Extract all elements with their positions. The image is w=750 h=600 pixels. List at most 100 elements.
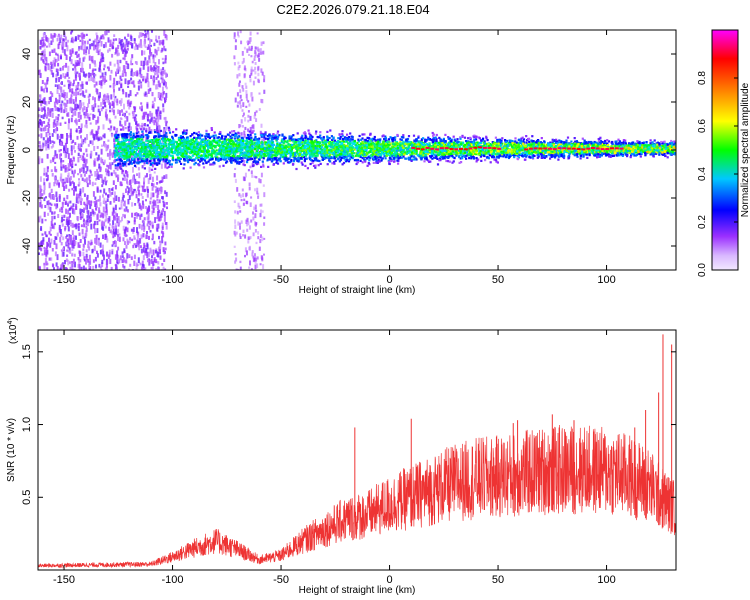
noise-cell (234, 224, 237, 229)
noise-cell (94, 63, 97, 67)
noise-cell (43, 182, 46, 186)
noise-cell (254, 66, 257, 71)
noise-cell (73, 39, 76, 42)
noise-cell (95, 234, 98, 240)
signal-cell (123, 140, 126, 144)
signal-cell (115, 159, 118, 162)
noise-cell (87, 103, 90, 108)
noise-cell (94, 38, 97, 43)
noise-cell (116, 217, 119, 224)
noise-cell (74, 36, 77, 42)
noise-cell (97, 237, 100, 241)
noise-cell (134, 94, 137, 97)
signal-cell (361, 137, 364, 140)
noise-cell (157, 261, 160, 265)
noise-cell (116, 127, 119, 133)
signal-cell (135, 132, 138, 135)
noise-cell (115, 256, 118, 260)
noise-cell (261, 138, 264, 141)
noise-cell (117, 174, 120, 180)
noise-cell (252, 211, 254, 215)
noise-cell (39, 215, 42, 219)
noise-cell (64, 165, 67, 170)
noise-cell (160, 211, 163, 216)
noise-cell (254, 261, 257, 264)
signal-cell (529, 149, 532, 152)
noise-cell (39, 185, 42, 192)
noise-cell (245, 90, 248, 94)
noise-cell (83, 259, 86, 262)
noise-cell (134, 212, 137, 216)
noise-cell (234, 178, 237, 183)
noise-cell (124, 126, 127, 130)
noise-cell (59, 236, 62, 243)
noise-cell (262, 41, 265, 45)
noise-cell (52, 157, 55, 163)
noise-cell (43, 178, 46, 182)
noise-cell (258, 178, 261, 183)
noise-cell (80, 143, 83, 148)
signal-cell (284, 159, 287, 162)
noise-cell (67, 201, 70, 205)
signal-cell (268, 150, 271, 153)
noise-cell (45, 234, 48, 238)
noise-cell (95, 264, 97, 269)
noise-cell (77, 48, 80, 52)
noise-cell (101, 53, 104, 60)
noise-cell (113, 169, 116, 174)
noise-cell (78, 46, 81, 50)
signal-cell (156, 131, 159, 134)
noise-cell (133, 235, 136, 240)
signal-cell (202, 166, 206, 169)
noise-cell (74, 150, 76, 153)
noise-cell (125, 244, 128, 249)
noise-cell (54, 251, 57, 257)
noise-cell (239, 236, 242, 239)
noise-cell (106, 152, 109, 157)
signal-cell (331, 138, 334, 141)
noise-cell (60, 207, 63, 210)
noise-cell (254, 188, 256, 192)
noise-cell (78, 178, 80, 181)
noise-cell (117, 246, 120, 251)
noise-cell (121, 259, 124, 263)
noise-cell (66, 92, 68, 99)
noise-cell (146, 113, 149, 118)
noise-cell (71, 30, 74, 33)
noise-cell (93, 84, 96, 88)
signal-cell (156, 130, 159, 133)
noise-cell (70, 176, 72, 181)
noise-cell (143, 184, 145, 188)
noise-cell (103, 254, 105, 261)
noise-cell (257, 65, 260, 71)
noise-cell (119, 220, 122, 223)
noise-cell (95, 239, 98, 245)
noise-cell (122, 57, 125, 60)
signal-cell (371, 139, 374, 142)
noise-cell (245, 105, 248, 108)
noise-cell (56, 38, 59, 42)
noise-cell (163, 202, 166, 205)
noise-cell (81, 214, 84, 217)
noise-cell (75, 203, 78, 210)
noise-cell (102, 244, 104, 251)
noise-cell (158, 35, 160, 40)
noise-cell (104, 143, 106, 148)
signal-cell (318, 136, 321, 139)
signal-cell (122, 133, 125, 136)
noise-cell (124, 233, 127, 238)
noise-cell (71, 222, 74, 228)
noise-cell (103, 44, 106, 49)
noise-cell (111, 211, 114, 216)
noise-cell (88, 72, 90, 75)
signal-cell (461, 155, 464, 158)
noise-cell (82, 243, 85, 248)
noise-cell (68, 234, 71, 237)
noise-cell (143, 127, 146, 131)
noise-cell (103, 197, 106, 204)
noise-cell (114, 216, 117, 221)
noise-cell (48, 231, 51, 235)
noise-cell (112, 220, 115, 225)
signal-cell (212, 134, 215, 137)
noise-cell (92, 77, 95, 83)
